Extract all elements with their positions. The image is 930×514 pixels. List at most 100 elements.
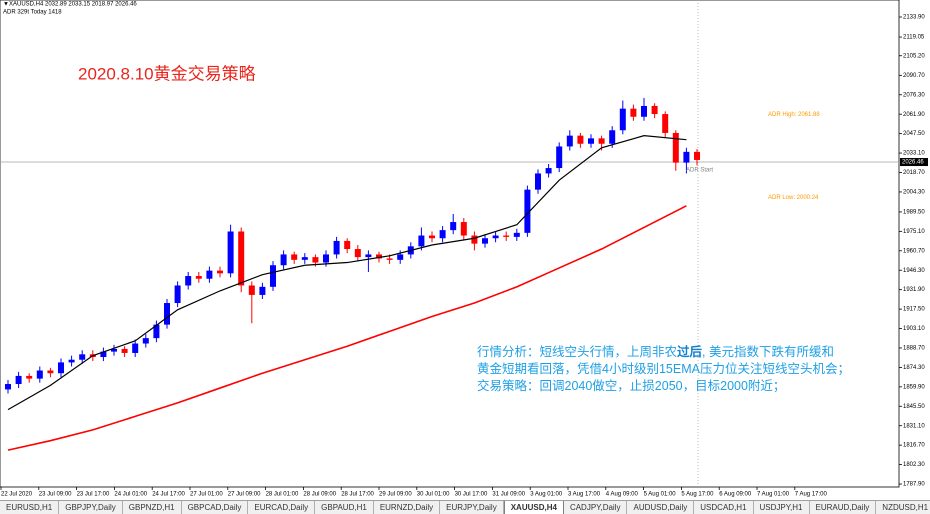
candle-body [598,138,605,144]
indicator-line: ADR 329t Today 1418 [3,10,62,16]
y-tick-label: 1960.70 [903,248,925,254]
chart-tab[interactable]: GBPNZD,H1 [123,501,182,514]
candle-body [577,135,584,144]
x-tick-label: 23 Jul 09:00 [39,492,72,498]
chart-tab[interactable]: EURUSD,H1 [0,501,60,514]
chart-tab[interactable]: EURCAD,Daily [248,501,316,514]
x-tick-label: 5 Aug 17:00 [681,492,714,498]
candle-body [376,254,382,259]
candle-body [217,270,223,274]
x-tick-label: 28 Jul 01:00 [266,492,299,498]
x-tick-label: 6 Aug 09:00 [719,492,752,498]
candle-body [153,324,160,339]
y-tick-label: 2047.50 [903,131,925,137]
x-tick-label: 4 Aug 09:00 [606,492,639,498]
candle-body [524,189,531,233]
x-tick-label: 30 Jul 01:00 [417,492,450,498]
y-tick-label: 2076.30 [903,92,925,98]
candle-body [397,254,404,260]
candle-body [556,146,563,169]
y-tick-label: 1787.90 [903,482,925,488]
chart-tab[interactable]: EURAUD,Daily [810,501,877,514]
candle-body [36,370,43,379]
x-tick-label: 7 Aug 17:00 [795,492,828,498]
chart-tab[interactable]: USDCAD,H1 [694,501,754,514]
candle-body [26,375,33,379]
candle-body [68,359,75,363]
analysis-line: 黄金短期看回落，凭借4小时级别15EMA压力位关注短线空头机会； [477,361,850,376]
candle-body [386,258,393,260]
candle-body [206,270,213,279]
annotation: ADR Low: 2000.24 [768,195,819,201]
candle-body [535,173,541,190]
candle-body [460,222,467,236]
candle-body [195,276,202,279]
candle-body [513,232,520,237]
x-tick-label: 7 Aug 01:00 [757,492,790,498]
x-tick-label: 27 Jul 09:00 [228,492,261,498]
candle-body [694,151,700,160]
candle-body [471,235,478,244]
y-tick-label: 2133.90 [903,15,925,21]
moving-average [7,135,687,411]
candle-body [47,370,54,374]
candle-body [248,285,255,295]
x-tick-label: 3 Aug 01:00 [530,492,563,498]
y-tick-label: 1903.10 [903,326,925,332]
annotation: ADR Start [686,168,713,174]
analysis-text: 行情分析：短线空头行情，上周非农 [477,345,678,359]
candle-body [662,114,669,133]
y-tick-label: 2105.20 [903,53,925,59]
chart-tab[interactable]: GBPAUD,H1 [315,501,374,514]
candle-body [365,254,372,258]
candle-body [323,254,329,263]
y-tick-label: 1989.50 [903,209,925,215]
x-tick-label: 22 Jul 2020 [1,492,33,498]
annotation: ADR High: 2061.88 [768,112,820,118]
candle-body [619,108,626,131]
plot-frame [0,0,900,488]
x-tick-label: 28 Jul 09:00 [303,492,336,498]
y-tick-label: 1845.50 [903,404,925,410]
chart-tab[interactable]: EURNZD,Daily [374,501,441,514]
candle-body [164,303,170,325]
analysis-text: 过后 [677,344,703,359]
chart-tab[interactable]: USDJPY,H1 [754,501,810,514]
x-tick-label: 3 Aug 17:00 [568,492,601,498]
chart-tab[interactable]: EURJPY,Daily [440,501,504,514]
candle-body [121,348,128,353]
candle-body [280,254,287,266]
last-price-label: 2026.46 [902,160,924,166]
candle-body [503,235,510,237]
chart-tab[interactable]: CADJPY,Daily [564,501,628,514]
chart-tab[interactable]: GBPJPY,Daily [59,501,123,514]
x-tick-label: 29 Jul 09:00 [379,492,412,498]
candle-body [588,138,594,144]
chart-tab[interactable]: GBPCAD,Daily [182,501,249,514]
candle-body [651,105,658,115]
x-tick-label: 31 Jul 09:00 [492,492,525,498]
symbol-arrow: ▼ [3,2,9,8]
tab-bar: EURUSD,H1 GBPJPY,Daily GBPNZD,H1 GBPCAD,Dai… [0,500,930,514]
candle-body [450,222,457,231]
candle-body [227,231,234,274]
x-tick-label: 24 Jul 01:00 [114,492,147,498]
candle-body [111,348,117,352]
candle-body [482,238,488,244]
y-tick-label: 1874.30 [903,365,925,371]
candle-body [418,235,425,247]
y-tick-label: 2119.05 [903,35,925,41]
candle-body [142,338,149,344]
y-tick-label: 1975.10 [903,229,925,235]
analysis-text: 黄金短期看回落，凭借4小时级别15EMA压力位关注短线空头机会； [477,361,850,376]
x-tick-label: 30 Jul 17:00 [455,492,488,498]
y-tick-label: 2090.70 [903,73,925,79]
candle-body [58,362,64,374]
candle-body [301,257,308,260]
chart-tab[interactable]: AUDUSD,Daily [627,501,695,514]
chart-tab[interactable]: XAUUSD,H4 [503,501,564,514]
y-tick-label: 1802.30 [903,462,925,468]
chart-tab[interactable]: NZDUSD,H1 [876,501,930,514]
candle-body [333,240,340,255]
